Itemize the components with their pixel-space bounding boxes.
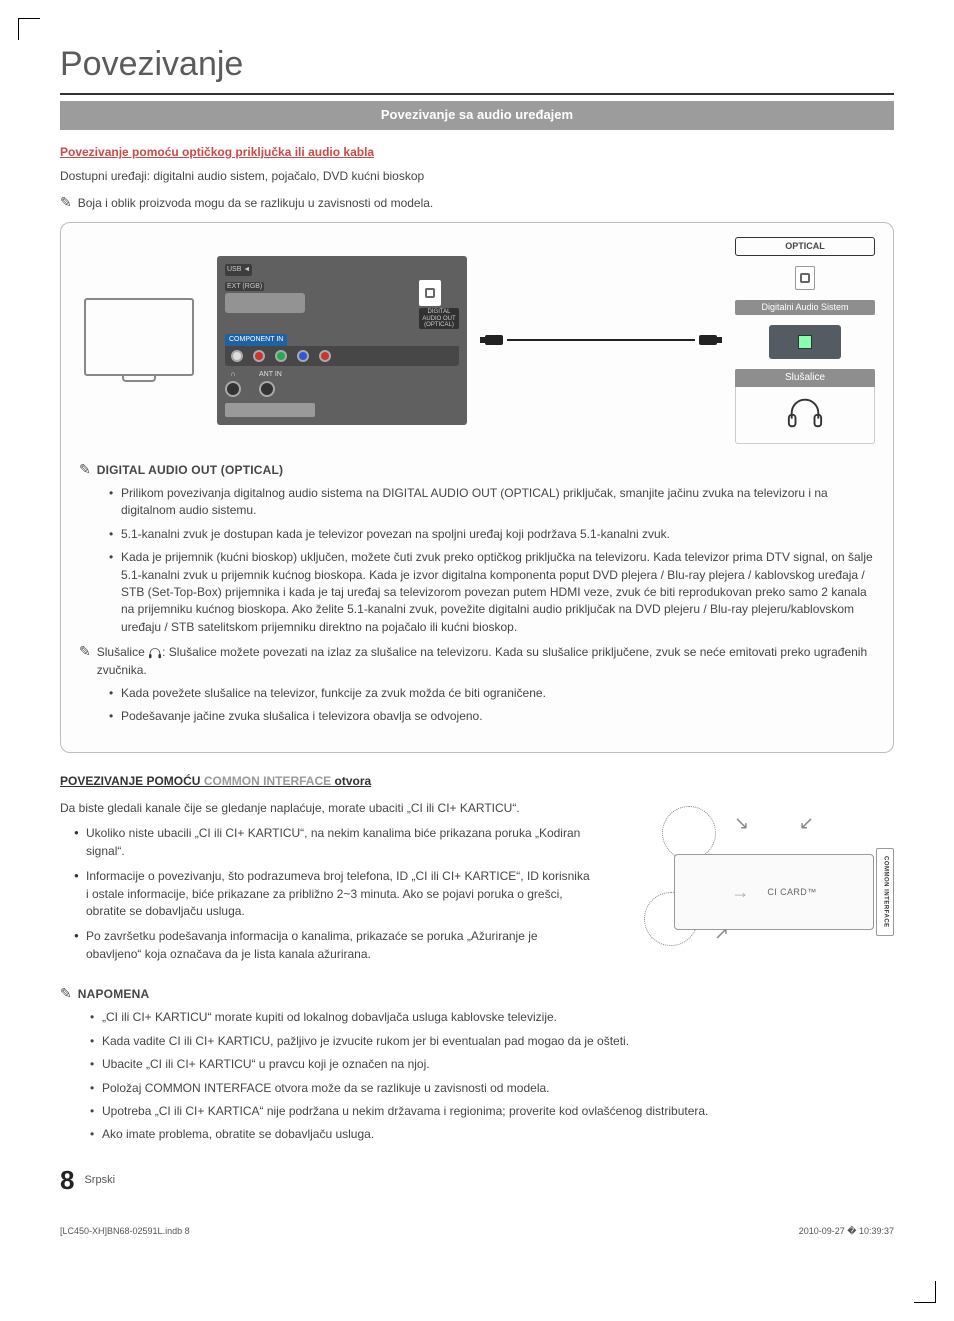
ci-text-block: Da biste gledali kanale čije se gledanje… [60, 800, 594, 971]
list-item: Ubacite „CI ili CI+ KARTICU“ u pravcu ko… [90, 1056, 894, 1073]
page-title: Povezivanje [60, 40, 894, 95]
note-icon: ✎ [79, 462, 91, 476]
connection-diagram: USB ◄ EXT (RGB) DIGITAL AUDIO OUT (OPTIC… [60, 222, 894, 752]
list-item: Podešavanje jačine zvuka slušalica i tel… [109, 708, 875, 725]
list-item: Upotreba „CI ili CI+ KARTICA“ nije podrž… [90, 1103, 894, 1120]
hdmi-row [225, 403, 315, 417]
list-item: Informacije o povezivanju, što podrazume… [74, 868, 594, 920]
ci-card-diagram: ↘ ↗ ↙ → CI CARD™ COMMON INTERFACE [614, 800, 894, 980]
crop-mark-br [914, 1281, 936, 1303]
scart-port [225, 293, 305, 313]
headphones-illustration [735, 387, 875, 443]
ci-card-slot: → CI CARD™ [674, 854, 874, 930]
ci-side-label: COMMON INTERFACE [881, 856, 890, 928]
digital-audio-out-heading: ✎ DIGITAL AUDIO OUT (OPTICAL) [79, 462, 875, 479]
headphones-bullets: Kada povežete slušalice na televizor, fu… [79, 685, 875, 726]
napomena-label: NAPOMENA [78, 986, 150, 1003]
receiver-box [769, 325, 841, 359]
section-bar: Povezivanje sa audio uređajem [60, 101, 894, 130]
note-model-variation: ✎ Boja i oblik proizvoda mogu da se razl… [60, 195, 894, 212]
tv-illustration [79, 298, 199, 382]
ci-head-grey: COMMON INTERFACE [204, 774, 331, 788]
note-text: Boja i oblik proizvoda mogu da se razlik… [78, 195, 434, 212]
digital-audio-system-label: Digitalni Audio Sistem [735, 300, 875, 314]
napomena-bullets: „CI ili CI+ KARTICU“ morate kupiti od lo… [60, 1009, 894, 1143]
note-icon: ✎ [60, 986, 72, 1000]
ant-in-port [259, 381, 275, 397]
headphones-label: Slušalice [735, 369, 875, 388]
tv-back-panel: USB ◄ EXT (RGB) DIGITAL AUDIO OUT (OPTIC… [217, 256, 467, 424]
list-item: Položaj COMMON INTERFACE otvora može da … [90, 1080, 894, 1097]
page-language: Srpski [84, 1173, 115, 1189]
ext-rgb-label: EXT (RGB) [225, 282, 264, 291]
footer: [LC450-XH]BN68-02591L.indb 8 2010-09-27 … [60, 1225, 894, 1238]
ci-head-pre: POVEZIVANJE POMOĆU [60, 774, 204, 788]
ci-primary-list: Ukoliko niste ubacili „CI ili CI+ KARTIC… [60, 825, 594, 963]
list-item: Prilikom povezivanja digitalnog audio si… [109, 485, 875, 520]
page-number-row: 8 Srpski [60, 1162, 894, 1200]
optical-port-label: DIGITAL AUDIO OUT (OPTICAL) [419, 308, 459, 329]
optical-port [419, 280, 441, 306]
usb-port-label: USB ◄ [225, 264, 252, 276]
component-ports [225, 346, 459, 366]
headphones-prefix: Slušalice [97, 645, 145, 659]
common-interface-heading: POVEZIVANJE POMOĆU COMMON INTERFACE otvo… [60, 773, 894, 790]
receiver-optical-port [795, 266, 815, 290]
digital-audio-out-label: DIGITAL AUDIO OUT (OPTICAL) [97, 462, 284, 479]
napomena-heading: ✎ NAPOMENA [60, 986, 894, 1003]
list-item: „CI ili CI+ KARTICU“ morate kupiti od lo… [90, 1009, 894, 1026]
list-item: Po završetku podešavanja informacija o k… [74, 928, 594, 963]
ci-side-tab: COMMON INTERFACE [876, 848, 894, 936]
list-item: Ukoliko niste ubacili „CI ili CI+ KARTIC… [74, 825, 594, 860]
crop-mark-tl [18, 18, 40, 40]
component-in-label: COMPONENT IN [225, 334, 287, 346]
list-item: 5.1-kanalni zvuk je dostupan kada je tel… [109, 526, 875, 543]
note-icon: ✎ [79, 644, 91, 658]
ci-card-label: CI CARD™ [767, 886, 816, 899]
headphones-heading: ✎ Slušalice : Slušalice možete povezati … [79, 644, 875, 679]
digital-audio-out-bullets: Prilikom povezivanja digitalnog audio si… [79, 485, 875, 636]
list-item: Kada povežete slušalice na televizor, fu… [109, 685, 875, 702]
list-item: Ako imate problema, obratite se dobavlja… [90, 1126, 894, 1143]
note-icon: ✎ [60, 195, 72, 209]
optical-pill: OPTICAL [735, 237, 875, 256]
footer-right: 2010-09-27 � 10:39:37 [799, 1225, 894, 1238]
external-devices-column: OPTICAL Digitalni Audio Sistem Slušalice [735, 237, 875, 443]
ci-head-post: otvora [331, 774, 371, 788]
page-number: 8 [60, 1162, 74, 1200]
list-item: Kada je prijemnik (kućni bioskop) uključ… [109, 549, 875, 636]
headphone-port [225, 381, 241, 397]
hp-port-label: ∩ [225, 370, 241, 380]
devices-line: Dostupni uređaji: digitalni audio sistem… [60, 168, 894, 185]
optical-cable [485, 335, 717, 345]
antin-label: ANT IN [259, 370, 282, 380]
list-item: Kada vadite CI ili CI+ KARTICU, pažljivo… [90, 1033, 894, 1050]
headphones-heading-text: Slušalice : Slušalice možete povezati na… [97, 644, 875, 679]
footer-left: [LC450-XH]BN68-02591L.indb 8 [60, 1225, 190, 1238]
headphones-text: : Slušalice možete povezati na izlaz za … [97, 645, 867, 676]
headphone-icon [148, 647, 162, 659]
sub-heading: Povezivanje pomoću optičkog priključka i… [60, 144, 894, 161]
ci-intro: Da biste gledali kanale čije se gledanje… [60, 800, 594, 817]
